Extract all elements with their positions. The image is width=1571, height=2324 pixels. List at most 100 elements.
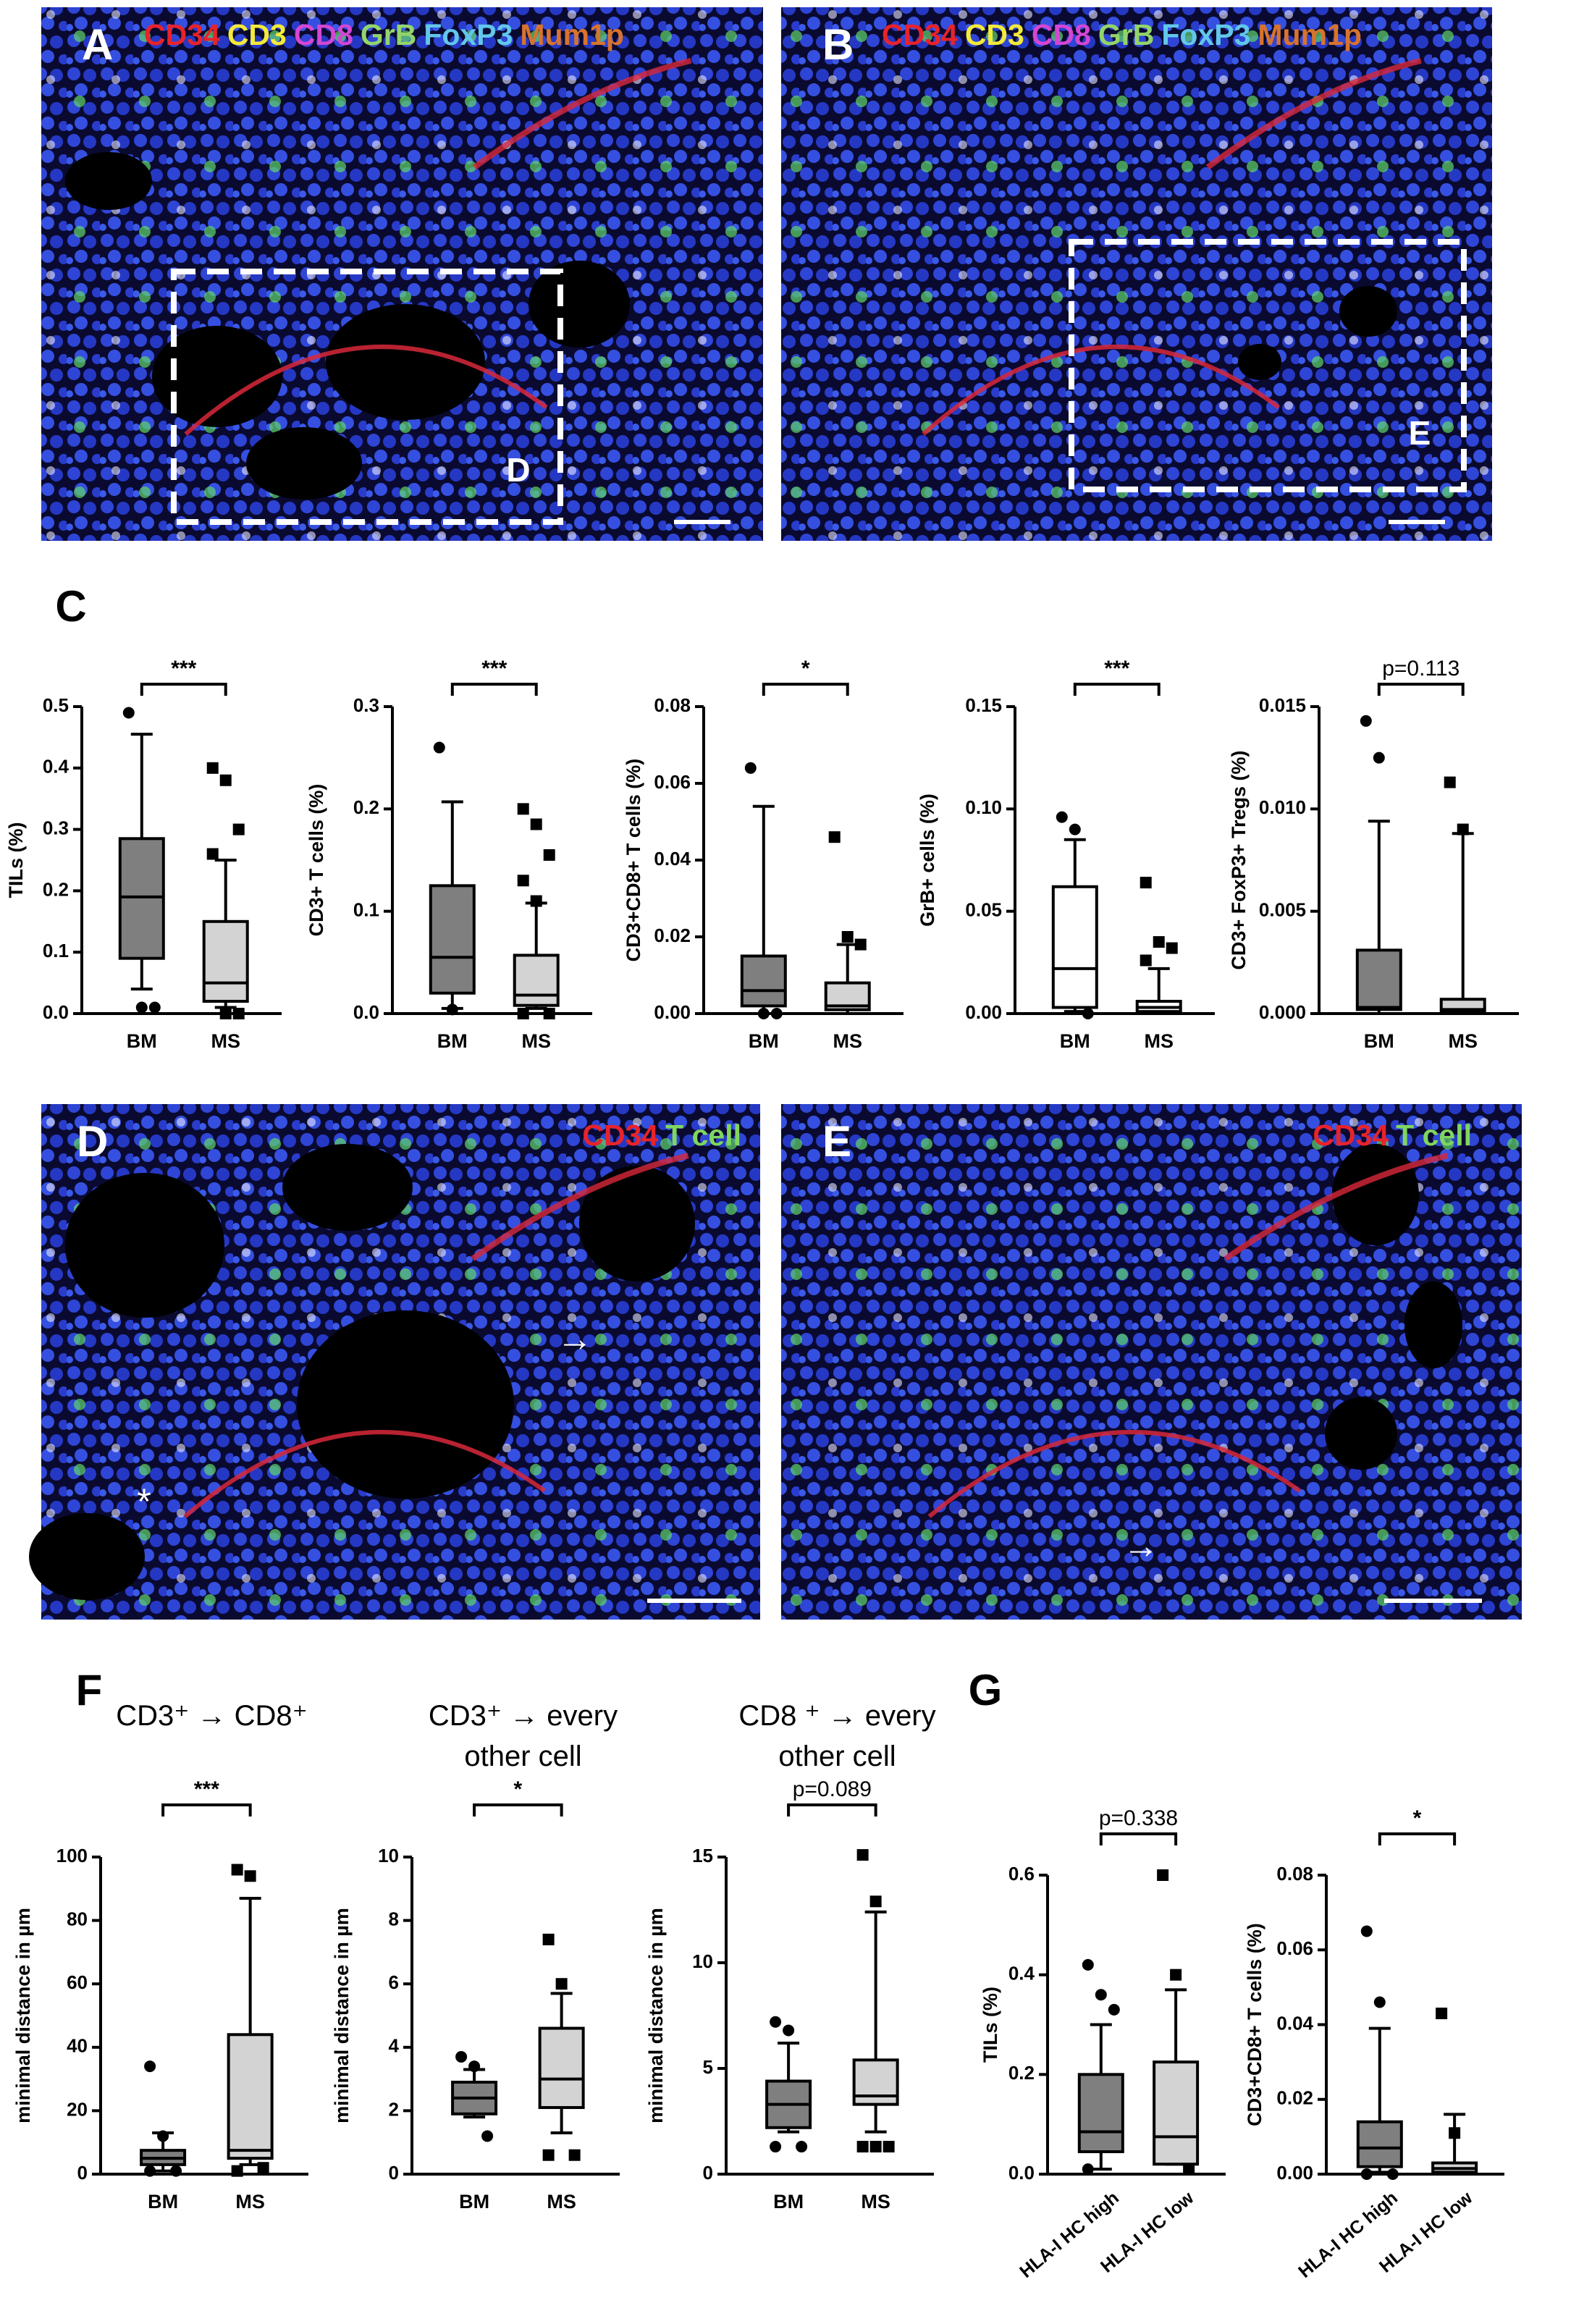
x-tick-label: MS — [1448, 1030, 1478, 1052]
significance-bracket — [1378, 1832, 1457, 1845]
box — [202, 919, 249, 1003]
box — [1153, 2060, 1200, 2166]
box-chart: 0.00 0.02 0.04 0.06 0.08 CD3+CD8+ T cells (%)… — [1244, 1806, 1504, 2282]
significance-label: *** — [1104, 657, 1129, 681]
channel-label: CD3 — [965, 18, 1024, 51]
y-tick-label: 0.02 — [1276, 2087, 1313, 2109]
y-tick-label: 0.0 — [43, 1001, 69, 1023]
outlier — [481, 2130, 494, 2142]
significance-label: *** — [481, 657, 507, 681]
outlier — [1170, 1969, 1182, 1981]
outlier — [1360, 1925, 1373, 1937]
outlier — [1166, 942, 1178, 954]
channel-label: FoxP3 — [1161, 18, 1250, 51]
outlier — [517, 803, 529, 815]
box-chart: 0.0 0.1 0.2 0.3 CD3+ T cells (%) BM MS *** — [306, 657, 592, 1052]
outlier — [170, 2165, 182, 2177]
channel-legend: CD34 CD3 CD8 GrB FoxP3 Mum1p — [882, 18, 1362, 51]
significance-bracket — [450, 683, 538, 696]
tissue-void — [152, 326, 282, 427]
y-tick-label: 100 — [56, 1845, 88, 1866]
outlier — [1108, 2003, 1120, 2016]
tissue-void — [65, 152, 152, 210]
y-tick-label: 0.6 — [1008, 1863, 1035, 1885]
outlier — [468, 2060, 481, 2073]
tissue-void — [1238, 344, 1281, 380]
y-tick-label: 0.005 — [1259, 899, 1306, 921]
tissue-void — [29, 1513, 145, 1600]
outlier — [1140, 954, 1152, 967]
panel-letter: A — [82, 20, 113, 69]
outlier — [770, 2141, 782, 2153]
tissue-void — [1339, 286, 1397, 337]
y-tick-label: 0.00 — [1276, 2162, 1313, 2184]
image-overlay — [41, 7, 763, 541]
panel-letter: C — [55, 582, 86, 631]
y-tick-label: 0.3 — [353, 694, 379, 716]
significance-label: * — [801, 657, 810, 681]
outlier — [757, 1008, 770, 1019]
y-tick-label: 5 — [703, 2056, 713, 2078]
y-axis-label: CD3+ FoxP3+ Tregs (%) — [1228, 750, 1250, 969]
outlier — [433, 741, 445, 754]
channel-label: T cell — [1396, 1119, 1472, 1152]
outlier — [543, 849, 555, 861]
box — [1051, 885, 1098, 1009]
y-tick-label: 0.000 — [1259, 1001, 1306, 1023]
outlier — [219, 1008, 232, 1019]
outlier — [542, 1933, 555, 1945]
y-tick-label: 0.0 — [1008, 2162, 1035, 2184]
x-tick-label: BM — [148, 2191, 178, 2213]
y-axis-label: TILs (%) — [980, 1987, 1001, 2063]
box-chart: 0.00 0.02 0.04 0.06 0.08 CD3+CD8+ T cells (%)… — [623, 657, 904, 1052]
y-tick-label: 0.00 — [965, 1001, 1002, 1023]
outlier — [231, 1864, 243, 1876]
tissue-void — [1404, 1281, 1462, 1368]
channel-label: T cell — [665, 1119, 741, 1152]
outlier — [1082, 2163, 1094, 2176]
outlier — [232, 1008, 245, 1019]
outlier — [568, 2149, 581, 2161]
y-axis-label: CD3+CD8+ T cells (%) — [1244, 1923, 1265, 2126]
outlier — [555, 1978, 568, 1990]
outlier — [144, 2060, 156, 2073]
outlier — [854, 938, 867, 951]
box — [513, 953, 560, 1007]
y-tick-label: 80 — [67, 1908, 88, 1929]
channel-label: CD34 — [582, 1119, 658, 1152]
outlier — [1373, 751, 1385, 764]
outlier — [1056, 811, 1068, 823]
y-tick-label: 0.06 — [654, 771, 691, 793]
outlier — [1069, 823, 1081, 835]
outlier — [1095, 1989, 1107, 2001]
tissue-void — [246, 427, 362, 500]
outlier — [219, 774, 232, 786]
y-axis-label: minimal distance in µm — [12, 1908, 34, 2123]
significance-bracket — [140, 683, 227, 696]
vessel — [184, 345, 548, 436]
chart-title: CD8 ⁺ → every — [738, 1700, 935, 1732]
significance-label: *** — [194, 1777, 219, 1801]
channel-label: CD34 — [1313, 1119, 1389, 1152]
box — [118, 837, 165, 960]
y-tick-label: 0 — [703, 2162, 713, 2184]
box-chart: 0 20 40 60 80 100 minimal distance in µm BM MS **… — [12, 1700, 308, 2213]
y-tick-label: 0.015 — [1259, 694, 1306, 716]
outlier — [231, 2165, 243, 2177]
y-axis-label: GrB+ cells (%) — [917, 793, 938, 927]
outlier — [122, 707, 135, 719]
outlier — [530, 895, 542, 907]
channel-legend: CD34 T cell — [1313, 1119, 1472, 1152]
y-tick-label: 0.04 — [1276, 2012, 1313, 2034]
y-tick-label: 10 — [378, 1845, 399, 1866]
significance-label: p=0.338 — [1099, 1806, 1178, 1830]
y-tick-label: 0.0 — [353, 1001, 379, 1023]
y-axis-label: minimal distance in µm — [331, 1908, 353, 2123]
y-tick-label: 0 — [389, 2162, 399, 2184]
outlier — [828, 831, 841, 843]
inset-box — [171, 269, 563, 525]
box-chart: 0.00 0.05 0.10 0.15 GrB+ cells (%) BM MS *** — [917, 657, 1215, 1052]
